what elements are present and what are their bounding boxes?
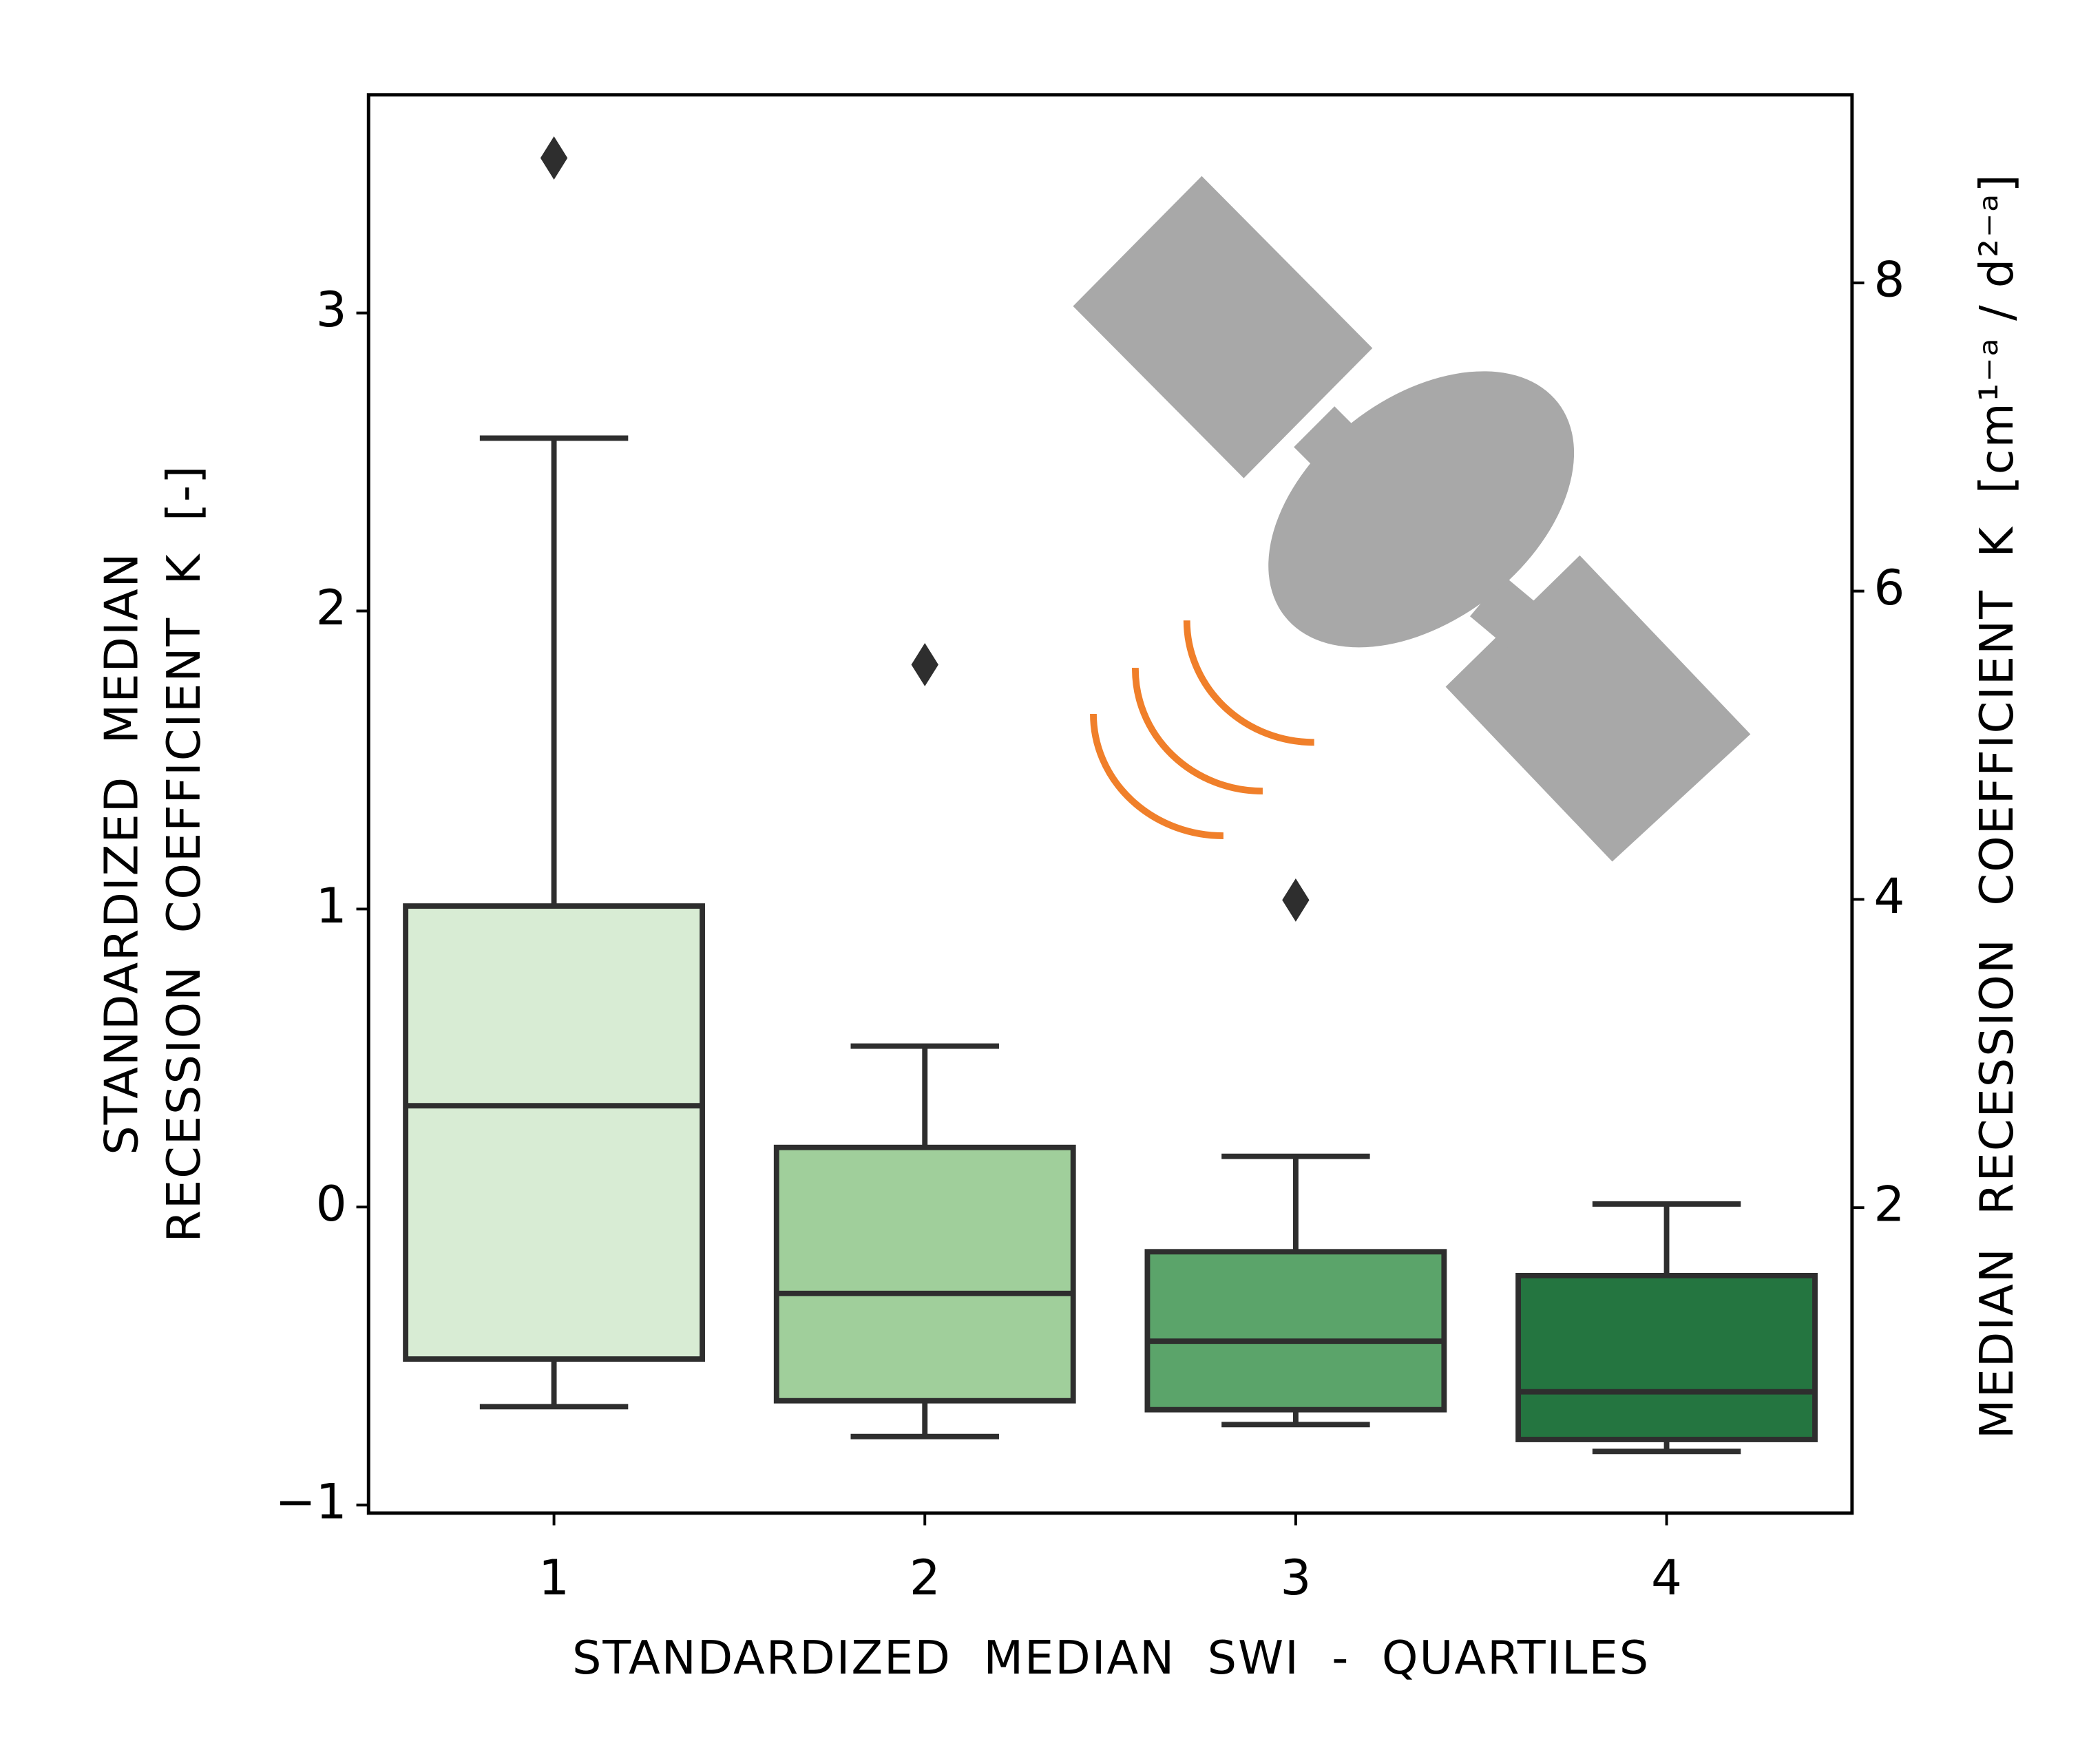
satellite-icon (1073, 176, 1751, 862)
x-tick-label: 1 (538, 1549, 569, 1606)
box (773, 1144, 1076, 1404)
y-axis-label: RECESSION COEFFICIENT K [-] (157, 465, 211, 1243)
y-tick-label: 3 (316, 281, 347, 338)
outlier (540, 136, 568, 180)
x-tick-label: 4 (1651, 1549, 1682, 1606)
y2-tick-label: 8 (1873, 251, 1904, 308)
signal-waves (1090, 620, 1314, 839)
x-tick-label: 3 (1280, 1549, 1311, 1606)
y-tick-label: −1 (275, 1473, 346, 1530)
y-tick-label: 1 (316, 877, 347, 934)
y-tick-label: 2 (316, 579, 347, 636)
y-axis-label: STANDARDIZED MEDIAN (95, 552, 149, 1155)
y2-tick-label: 4 (1873, 867, 1904, 925)
box (1515, 1272, 1818, 1442)
plot-frame (366, 93, 1854, 1515)
x-axis-label: STANDARDIZED MEDIAN SWI - QUARTILES (572, 1631, 1650, 1685)
y2-tick-label: 6 (1873, 559, 1904, 616)
outlier (1282, 878, 1310, 922)
y2-tick-label: 2 (1873, 1176, 1904, 1233)
box (1144, 1249, 1447, 1413)
x-tick-label: 2 (910, 1549, 941, 1606)
outlier (911, 642, 938, 686)
y2-axis-label: MEDIAN RECESSION COEFFICIENT K [cm¹⁻ᵃ / … (1970, 173, 2024, 1439)
box (403, 903, 705, 1362)
y-tick-label: 0 (316, 1175, 347, 1232)
